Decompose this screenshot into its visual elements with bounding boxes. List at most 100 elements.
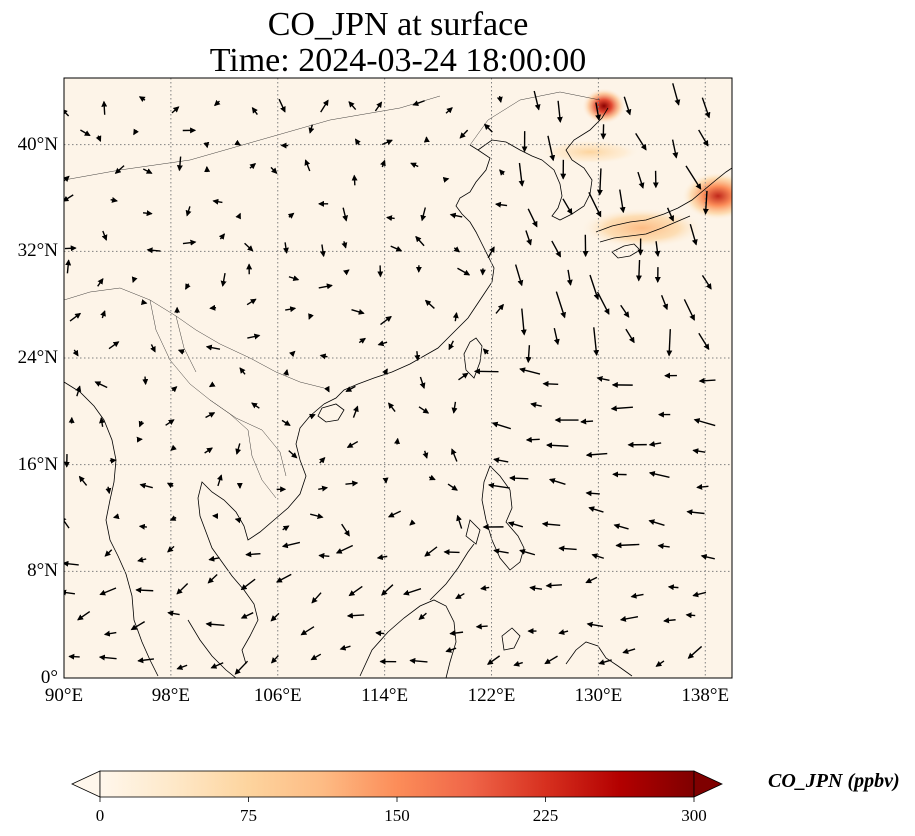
wind-arrow bbox=[698, 129, 709, 147]
wind-arrow bbox=[171, 106, 180, 114]
wind-arrow bbox=[105, 486, 112, 495]
wind-arrow bbox=[77, 610, 91, 621]
wind-arrow bbox=[282, 525, 290, 532]
wind-arrow bbox=[208, 381, 216, 388]
wind-arrow bbox=[68, 653, 80, 660]
wind-arrow bbox=[185, 283, 191, 290]
wind-arrow bbox=[593, 327, 600, 357]
wind-arrow bbox=[320, 99, 329, 113]
wind-arrow bbox=[251, 402, 260, 409]
wind-arrow bbox=[419, 376, 426, 389]
wind-arrow bbox=[589, 274, 600, 301]
wind-arrow bbox=[553, 327, 560, 346]
wind-arrow bbox=[622, 648, 636, 654]
hotspot-central-honshu bbox=[682, 172, 732, 220]
wind-arrow bbox=[648, 519, 665, 526]
wind-arrow bbox=[415, 235, 425, 247]
wind-arrow bbox=[108, 341, 120, 350]
wind-arrow bbox=[698, 332, 710, 351]
wind-arrow bbox=[140, 299, 148, 305]
wind-arrow bbox=[281, 541, 301, 549]
colorbar-tick-label: 225 bbox=[532, 806, 559, 825]
lon-tick-label: 90°E bbox=[44, 685, 84, 706]
wind-arrow bbox=[445, 107, 453, 114]
wind-arrow bbox=[288, 275, 300, 282]
wind-arrow bbox=[390, 245, 403, 252]
wind-arrow bbox=[519, 367, 541, 375]
wind-arrow bbox=[300, 626, 315, 636]
wind-arrow bbox=[475, 623, 488, 630]
wind-arrow bbox=[345, 385, 356, 392]
wind-arrow bbox=[94, 381, 108, 389]
wind-arrow bbox=[341, 523, 350, 537]
wind-arrow bbox=[235, 443, 242, 455]
wind-arrow bbox=[380, 316, 392, 326]
wind-arrow bbox=[185, 206, 192, 217]
wind-arrow bbox=[345, 480, 359, 487]
wind-arrow bbox=[456, 514, 463, 529]
wind-arrow bbox=[655, 660, 665, 667]
wind-arrow bbox=[545, 582, 562, 589]
wind-arrow bbox=[596, 376, 610, 382]
wind-arrow bbox=[146, 247, 161, 254]
wind-vectors bbox=[64, 83, 716, 675]
wind-arrow bbox=[635, 259, 642, 282]
colorbar-extend-low bbox=[71, 770, 101, 798]
wind-arrow bbox=[448, 340, 455, 351]
wind-arrow bbox=[449, 212, 463, 219]
wind-arrow bbox=[619, 615, 639, 622]
wind-arrow bbox=[692, 448, 706, 455]
lat-tick-label: 16°N bbox=[17, 453, 58, 475]
wind-arrow bbox=[97, 278, 104, 287]
wind-arrow bbox=[310, 653, 322, 661]
wind-arrow bbox=[235, 212, 241, 220]
wind-arrow bbox=[693, 418, 716, 427]
wind-arrow bbox=[519, 548, 536, 556]
wind-arrow bbox=[244, 242, 254, 252]
wind-arrow bbox=[666, 207, 675, 222]
wind-arrow bbox=[319, 244, 326, 258]
wind-arrow bbox=[686, 509, 705, 516]
wind-arrow bbox=[278, 98, 286, 113]
colorbar-extend-high bbox=[693, 770, 723, 798]
wind-arrow bbox=[585, 490, 600, 497]
lat-tick-label: 40°N bbox=[17, 133, 58, 155]
wind-arrow bbox=[169, 515, 177, 521]
wind-arrow bbox=[558, 545, 577, 552]
wind-arrow bbox=[635, 133, 647, 151]
wind-arrow bbox=[657, 543, 670, 550]
wind-arrow bbox=[101, 100, 108, 115]
wind-arrow bbox=[109, 457, 117, 464]
wind-arrow bbox=[529, 585, 543, 592]
wind-arrow bbox=[414, 351, 421, 362]
wind-arrow bbox=[351, 309, 365, 315]
wind-arrow bbox=[308, 313, 314, 320]
wind-arrow bbox=[637, 171, 645, 189]
wind-arrow bbox=[110, 197, 118, 203]
wind-arrow bbox=[445, 647, 457, 653]
wind-arrow bbox=[386, 215, 395, 222]
wind-arrow bbox=[318, 485, 329, 492]
wind-arrow bbox=[381, 139, 393, 146]
lon-tick-label: 130°E bbox=[574, 685, 623, 706]
wind-arrow bbox=[216, 474, 223, 487]
wind-arrow bbox=[544, 655, 558, 665]
wind-arrow bbox=[288, 450, 298, 459]
wind-arrow bbox=[283, 369, 289, 376]
wind-arrow bbox=[281, 419, 291, 426]
wind-arrow bbox=[309, 413, 316, 420]
wind-arrow bbox=[177, 349, 185, 355]
wind-arrow bbox=[142, 210, 153, 217]
wind-arrow bbox=[672, 83, 681, 106]
wind-arrow bbox=[698, 377, 716, 384]
wind-arrow bbox=[491, 421, 512, 430]
colorbar-tick-label: 150 bbox=[384, 806, 410, 825]
wind-arrow bbox=[483, 123, 493, 133]
lat-tick-labels: 0° 8°N 16°N 24°N 32°N 40°N bbox=[0, 0, 58, 700]
wind-arrow bbox=[541, 521, 561, 528]
wind-arrow bbox=[654, 241, 661, 257]
wind-arrow bbox=[135, 587, 154, 594]
wind-arrow bbox=[130, 621, 146, 631]
wind-arrow bbox=[270, 655, 279, 664]
